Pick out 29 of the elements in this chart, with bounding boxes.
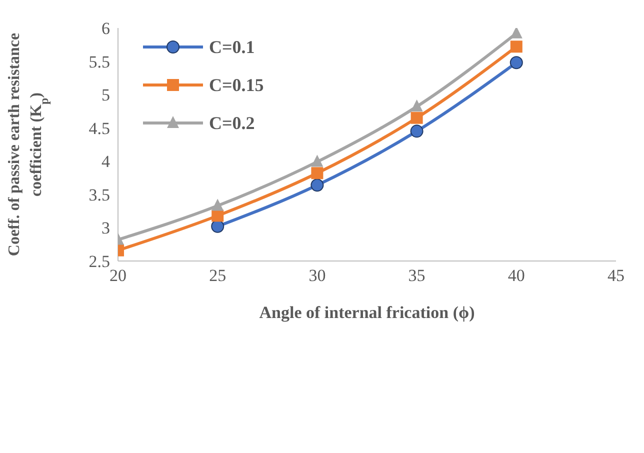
y-tick-label: 5.5	[88, 52, 110, 72]
x-tick-label: 20	[110, 266, 126, 286]
legend-label: C=0.1	[209, 36, 255, 58]
x-tick-label: 40	[508, 266, 525, 286]
point	[311, 154, 324, 167]
point	[410, 100, 423, 112]
legend-label: C=0.15	[209, 74, 264, 96]
y-tick-label: 4.5	[88, 118, 110, 138]
y-tick-label: 5	[102, 86, 110, 105]
x-tick-label: 35	[408, 266, 426, 286]
point	[212, 198, 224, 211]
point	[311, 167, 324, 180]
point	[310, 178, 324, 192]
y-tick-label: 2.5	[88, 252, 110, 272]
point	[410, 124, 424, 138]
point	[510, 56, 523, 70]
y-tick-label: 3	[102, 218, 110, 238]
y-tick-label: 3.5	[88, 185, 110, 204]
point	[510, 40, 522, 53]
point	[211, 220, 224, 233]
x-axis-title: Angle of internal frication (ϕ)	[259, 303, 475, 322]
x-tick-label: 25	[209, 266, 226, 286]
y-tick-label: 6	[102, 19, 110, 38]
y-tick-label: 4	[102, 152, 110, 172]
point	[410, 112, 423, 124]
legend-label: C=0.2	[209, 112, 255, 134]
x-tick-label: 45	[608, 266, 624, 286]
x-tick-label: 30	[308, 266, 326, 286]
point	[212, 210, 224, 222]
